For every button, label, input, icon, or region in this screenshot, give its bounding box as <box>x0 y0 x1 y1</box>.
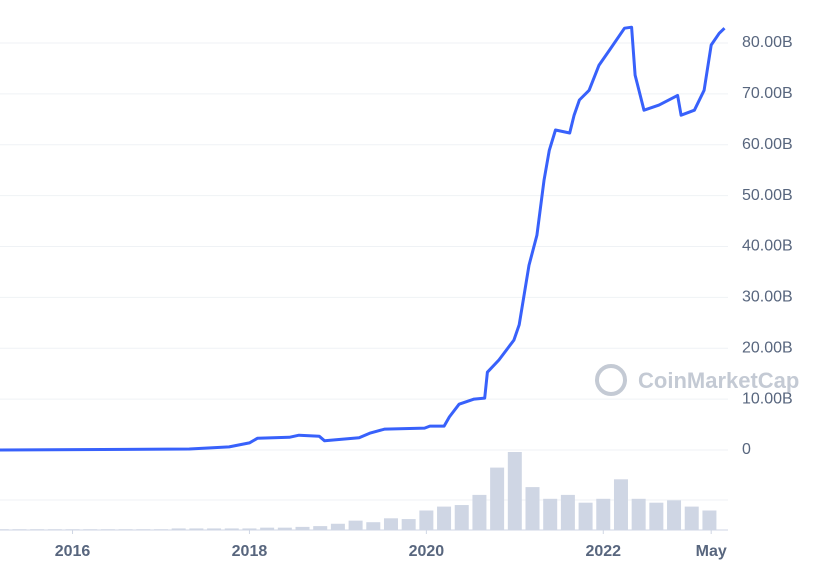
volume-bar <box>437 506 452 530</box>
watermark: CoinMarketCap <box>595 364 799 396</box>
volume-bar <box>330 523 345 530</box>
price-line <box>0 25 726 452</box>
volume-bar <box>224 528 239 530</box>
volume-bar <box>242 528 257 530</box>
volume-bar <box>260 527 275 530</box>
volume-bar <box>207 528 222 530</box>
volume-bar <box>613 479 628 530</box>
volume-bar <box>649 502 664 530</box>
x-tick-label: 2016 <box>55 543 91 560</box>
y-tick-label: 0 <box>742 441 751 458</box>
volume-bar <box>543 498 558 530</box>
y-tick-label: 30.00B <box>742 289 793 306</box>
volume-bar <box>313 526 328 530</box>
volume-bar <box>419 510 434 530</box>
volume-bar <box>348 520 363 530</box>
volume-bar <box>631 498 646 530</box>
x-tick-label: 2022 <box>585 543 621 560</box>
y-tick-label: 40.00B <box>742 238 793 255</box>
x-tick-label: 2020 <box>409 543 445 560</box>
volume-bar <box>366 522 381 530</box>
y-tick-label: 20.00B <box>742 339 793 356</box>
volume-bar <box>702 510 717 530</box>
volume-bar <box>525 487 540 530</box>
volume-bar <box>560 494 575 530</box>
volume-bar <box>277 527 292 530</box>
volume-bar <box>596 498 611 530</box>
volume-bar <box>401 519 416 530</box>
y-tick-label: 70.00B <box>742 85 793 102</box>
volume-bar <box>295 526 310 530</box>
x-tick-label: May <box>696 543 727 560</box>
y-tick-label: 60.00B <box>742 136 793 153</box>
volume-bar <box>472 494 487 530</box>
volume-bar <box>454 505 469 530</box>
volume-bar <box>667 500 682 530</box>
y-tick-label: 10.00B <box>742 390 793 407</box>
volume-bar <box>684 506 699 530</box>
volume-bar <box>507 452 522 530</box>
y-tick-label: 50.00B <box>742 187 793 204</box>
watermark-text: CoinMarketCap <box>638 368 799 393</box>
watermark-logo <box>595 364 627 396</box>
y-tick-label: 80.00B <box>742 34 793 51</box>
plot: 0 10.00B 20.00B 30.00B 40.00B 50.00B 60.00B 70.… <box>0 25 793 560</box>
volume-bar <box>189 528 204 530</box>
volume-bar <box>171 528 186 530</box>
x-tick-label: 2018 <box>232 543 268 560</box>
volume-bar <box>383 518 398 530</box>
volume-bar <box>490 467 505 530</box>
volume-bar <box>578 502 593 530</box>
